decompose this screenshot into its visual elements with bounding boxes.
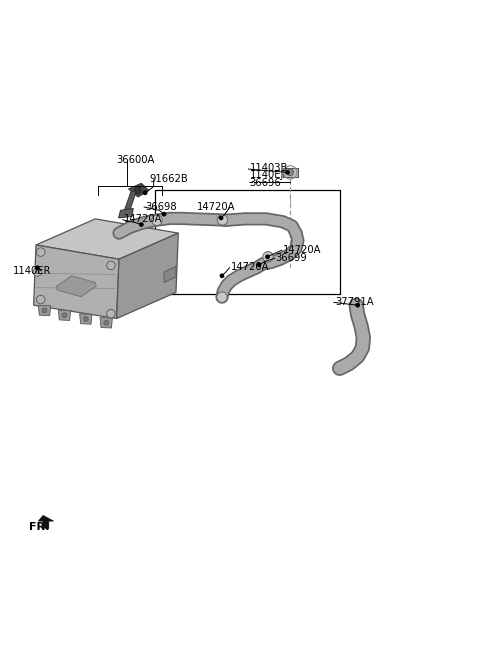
Circle shape <box>355 303 360 308</box>
Polygon shape <box>80 314 92 324</box>
Polygon shape <box>36 219 179 259</box>
Text: 36600A: 36600A <box>117 155 155 165</box>
Polygon shape <box>119 209 133 218</box>
Bar <box>155 190 340 294</box>
Circle shape <box>217 292 227 302</box>
Text: 37791A: 37791A <box>335 297 373 307</box>
Circle shape <box>217 215 228 225</box>
Polygon shape <box>283 168 298 177</box>
Text: 36696: 36696 <box>250 178 281 188</box>
Text: 1140EJ: 1140EJ <box>250 170 284 180</box>
Polygon shape <box>164 266 176 283</box>
Circle shape <box>42 308 47 313</box>
Circle shape <box>152 215 162 226</box>
Text: 11403B: 11403B <box>250 163 288 173</box>
Circle shape <box>36 295 45 304</box>
Polygon shape <box>100 318 112 328</box>
Text: 36699: 36699 <box>276 253 307 263</box>
Text: 91662B: 91662B <box>150 174 189 184</box>
Circle shape <box>265 255 270 259</box>
Circle shape <box>139 222 144 227</box>
Text: 14720A: 14720A <box>197 201 236 211</box>
Polygon shape <box>38 516 54 528</box>
Circle shape <box>35 266 40 270</box>
Circle shape <box>285 170 290 174</box>
Circle shape <box>257 262 261 267</box>
Text: 14720A: 14720A <box>283 245 321 255</box>
Circle shape <box>33 268 42 276</box>
Circle shape <box>135 187 141 194</box>
Circle shape <box>162 212 167 216</box>
Text: 1140ER: 1140ER <box>13 266 51 276</box>
Polygon shape <box>34 245 119 319</box>
Circle shape <box>36 270 39 274</box>
Circle shape <box>143 190 147 195</box>
Polygon shape <box>129 183 149 197</box>
Circle shape <box>104 320 108 325</box>
Circle shape <box>263 252 273 262</box>
Circle shape <box>36 248 45 256</box>
Polygon shape <box>58 310 71 320</box>
Circle shape <box>219 216 223 220</box>
Text: 14720A: 14720A <box>124 214 162 224</box>
Text: 14720A: 14720A <box>230 262 269 272</box>
Polygon shape <box>38 305 51 316</box>
Circle shape <box>287 169 294 176</box>
Text: FR.: FR. <box>29 522 49 532</box>
Polygon shape <box>117 233 179 319</box>
Circle shape <box>107 310 115 318</box>
Circle shape <box>62 313 67 318</box>
Circle shape <box>219 274 224 278</box>
Text: 36698: 36698 <box>145 201 177 211</box>
Polygon shape <box>56 276 96 297</box>
Circle shape <box>84 317 88 321</box>
Circle shape <box>107 261 115 270</box>
Polygon shape <box>124 190 137 213</box>
